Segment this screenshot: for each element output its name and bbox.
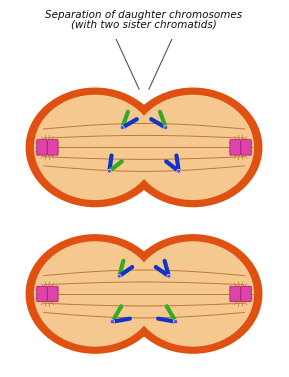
Circle shape [43, 143, 52, 152]
Ellipse shape [123, 234, 262, 354]
FancyBboxPatch shape [230, 139, 240, 155]
Ellipse shape [132, 95, 254, 200]
Circle shape [167, 274, 171, 278]
Circle shape [174, 320, 178, 324]
FancyBboxPatch shape [48, 286, 58, 302]
Circle shape [43, 290, 52, 299]
Ellipse shape [34, 95, 156, 200]
Text: (with two sister chromatids): (with two sister chromatids) [71, 20, 217, 30]
Ellipse shape [132, 241, 254, 347]
Ellipse shape [34, 241, 156, 347]
FancyBboxPatch shape [230, 286, 240, 302]
Circle shape [120, 126, 124, 130]
Text: Separation of daughter chromosomes: Separation of daughter chromosomes [45, 10, 242, 20]
FancyBboxPatch shape [37, 139, 47, 155]
FancyBboxPatch shape [241, 139, 251, 155]
FancyBboxPatch shape [48, 139, 58, 155]
Ellipse shape [25, 87, 165, 207]
FancyBboxPatch shape [241, 286, 251, 302]
Ellipse shape [123, 87, 262, 207]
Circle shape [236, 143, 245, 152]
Circle shape [117, 274, 121, 278]
Circle shape [236, 290, 245, 299]
FancyBboxPatch shape [37, 286, 47, 302]
Ellipse shape [25, 234, 165, 354]
Circle shape [108, 169, 111, 173]
Circle shape [177, 169, 181, 173]
Circle shape [164, 126, 168, 130]
Circle shape [110, 320, 114, 324]
